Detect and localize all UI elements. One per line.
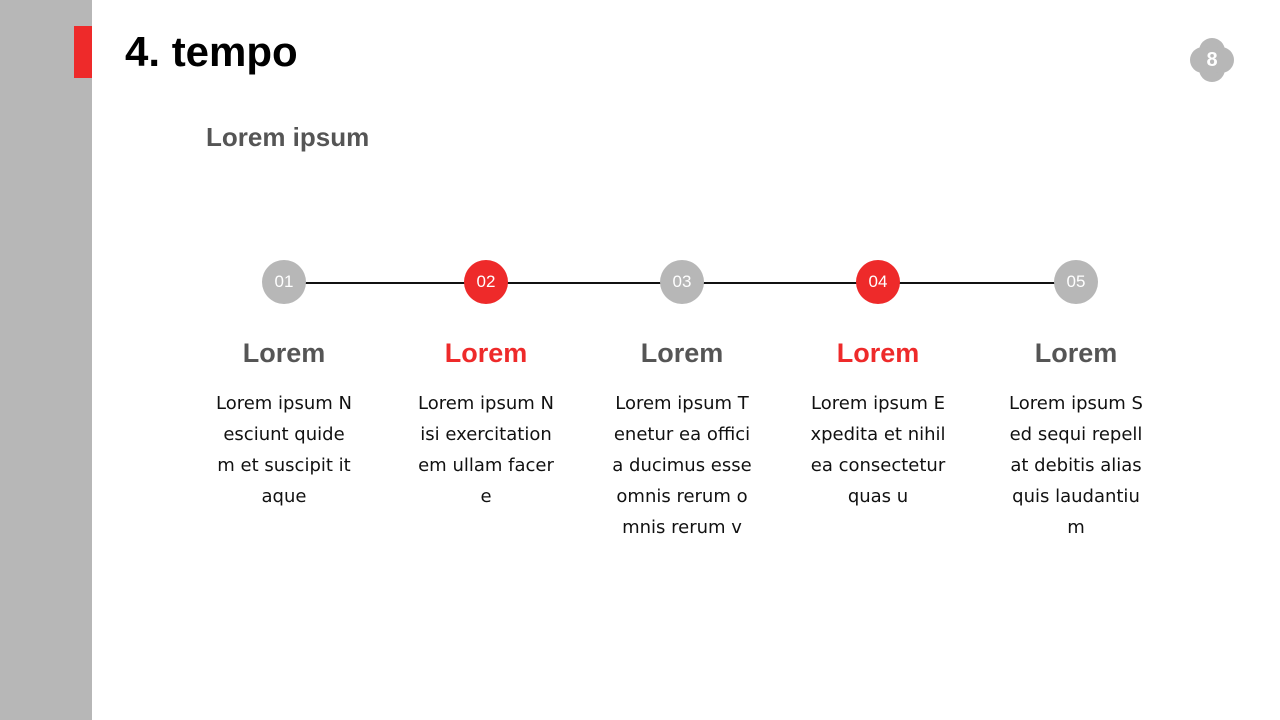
description-line: Lorem ipsum E <box>811 393 945 414</box>
description-line: quis laudantiu <box>1012 486 1140 507</box>
description-line: isi exercitation <box>420 424 552 445</box>
slide-subtitle: Lorem ipsum <box>206 122 370 152</box>
step-heading: Lorem <box>242 338 326 368</box>
description-line: mnis rerum v <box>622 517 742 538</box>
description-line: Lorem ipsum S <box>1009 393 1143 414</box>
description-line: em ullam facer <box>418 455 554 476</box>
description-line: ed sequi repell <box>1009 424 1143 445</box>
description-line: Lorem ipsum N <box>216 393 352 414</box>
step-heading: Lorem <box>444 338 528 368</box>
step-description: Lorem ipsum E xpedita et nihil ea consecte… <box>788 388 968 512</box>
description-line: quas u <box>847 486 909 507</box>
description-line: e <box>480 486 492 507</box>
slide-title: 4. tempo <box>125 28 298 75</box>
description-line: Lorem ipsum N <box>418 393 554 414</box>
description-line: enetur ea offici <box>613 424 751 445</box>
title-accent-bar <box>74 26 92 78</box>
description-line: Lorem ipsum T <box>615 393 749 414</box>
step-heading: Lorem <box>836 338 920 368</box>
step-heading: Lorem <box>640 338 724 368</box>
step-heading: Lorem <box>1034 338 1118 368</box>
description-line: esciunt quide <box>223 424 345 445</box>
step-description: Lorem ipsum N esciunt quide m et suscipit … <box>194 388 374 512</box>
step-number-circle: 03 <box>660 260 704 304</box>
description-line: aque <box>261 486 307 507</box>
description-line: m <box>1067 517 1085 538</box>
step-number-circle: 04 <box>856 260 900 304</box>
step-number-circle: 05 <box>1054 260 1098 304</box>
step-number-circle: 02 <box>464 260 508 304</box>
page-number-badge: 8 <box>1190 38 1234 82</box>
description-line: a ducimus esse <box>612 455 752 476</box>
step-number-circle: 01 <box>262 260 306 304</box>
page-number: 8 <box>1206 49 1218 71</box>
description-line: omnis rerum o <box>616 486 748 507</box>
description-line: m et suscipit it <box>217 455 351 476</box>
description-line: ea consectetur <box>810 455 946 476</box>
description-line: xpedita et nihil <box>810 424 946 445</box>
description-line: at debitis alias <box>1010 455 1142 476</box>
sidebar-bar <box>0 0 92 720</box>
step-description: Lorem ipsum N isi exercitation em ullam fa… <box>396 388 576 512</box>
step-description: Lorem ipsum S ed sequi repell at debitis a… <box>986 388 1166 543</box>
step-description: Lorem ipsum T enetur ea offici a ducimus e… <box>592 388 772 543</box>
